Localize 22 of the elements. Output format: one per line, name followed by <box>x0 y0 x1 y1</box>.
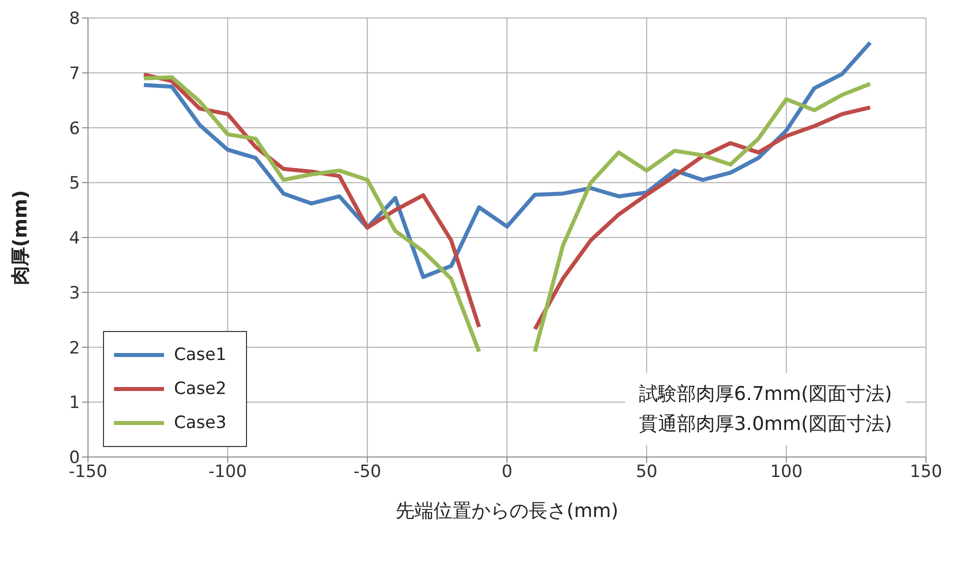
y-tick-label: 5 <box>69 174 80 194</box>
y-tick-label: 2 <box>69 338 80 358</box>
annotation: 貫通部肉厚3.0mm(図面寸法) <box>638 412 892 437</box>
x-tick-label: 50 <box>636 462 658 482</box>
x-tick-label: -100 <box>208 462 247 482</box>
legend-label: Case1 <box>174 345 226 365</box>
line-series <box>142 40 872 280</box>
legend-label: Case2 <box>174 379 226 399</box>
x-tick-label: 150 <box>910 462 942 482</box>
x-tick-label: -50 <box>353 462 382 482</box>
y-tick-label: 6 <box>69 118 80 139</box>
y-tick-label: 1 <box>69 393 80 414</box>
y-axis-title: 肉厚(mm) <box>10 190 32 285</box>
x-axis-title: 先端位置からの長さ(mm) <box>396 500 618 522</box>
annotation: 試験部肉厚6.7mm(図面寸法) <box>638 382 892 407</box>
y-tick-label: 8 <box>69 9 80 30</box>
y-tick-label: 7 <box>69 64 80 84</box>
y-tick-label: 4 <box>69 228 80 249</box>
x-tick-label: 100 <box>770 462 803 482</box>
y-tick-label: 3 <box>69 283 80 304</box>
legend-label: Case3 <box>174 413 226 433</box>
x-tick-label: 0 <box>502 462 512 482</box>
